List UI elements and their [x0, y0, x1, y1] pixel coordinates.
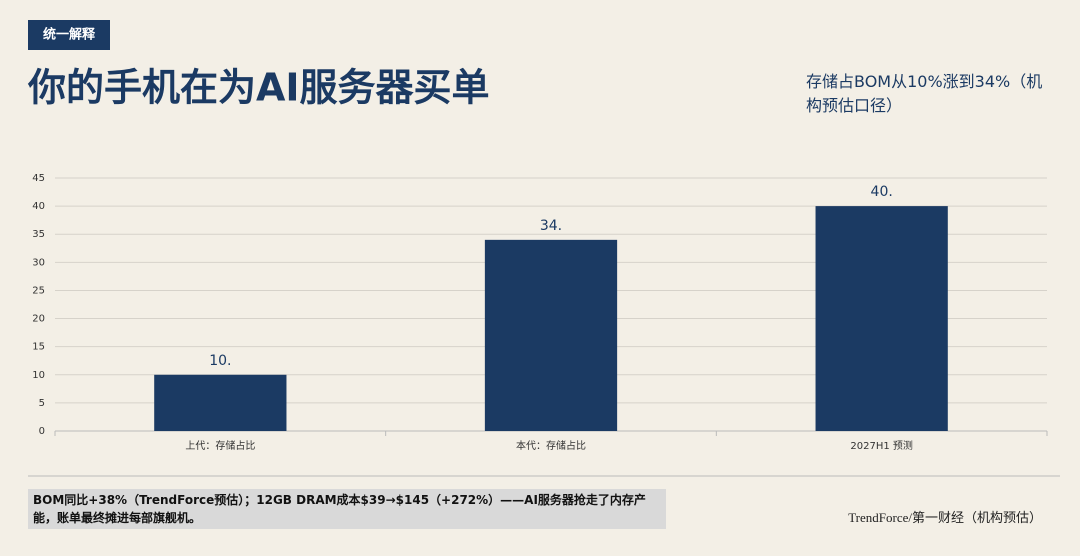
bar	[484, 239, 618, 431]
value-label: 40.	[871, 184, 893, 200]
y-tick-label: 5	[39, 398, 45, 409]
value-label: 10.	[209, 353, 231, 369]
subtitle: 存储占BOM从10%涨到34%（机构预估口径）	[806, 72, 1043, 115]
note: BOM同比+38%（TrendForce预估）；12GB DRAM成本$39→$…	[28, 489, 666, 529]
x-tick-label: 上代：存储占比	[185, 439, 255, 452]
value-label: 34.	[540, 218, 562, 234]
tag: 统一解释	[43, 27, 96, 43]
y-tick-label: 20	[32, 314, 45, 325]
chart-title: 你的手机在为AI服务器买单	[27, 66, 490, 110]
y-tick-label: 15	[32, 342, 45, 353]
y-tick-label: 25	[32, 285, 45, 296]
tag-box	[28, 20, 110, 50]
x-tick-label: 本代：存储占比	[516, 439, 586, 452]
y-tick-label: 0	[39, 426, 45, 437]
y-tick-label: 45	[32, 173, 45, 184]
bar	[154, 374, 287, 431]
y-tick-label: 10	[32, 370, 45, 381]
y-tick-label: 30	[32, 257, 45, 268]
y-tick-label: 40	[32, 201, 45, 212]
source: TrendForce/第一财经（机构预估）	[848, 510, 1042, 525]
y-tick-label: 35	[32, 229, 45, 240]
x-tick-label: 2027H1 预测	[850, 439, 913, 452]
bar	[815, 206, 948, 431]
